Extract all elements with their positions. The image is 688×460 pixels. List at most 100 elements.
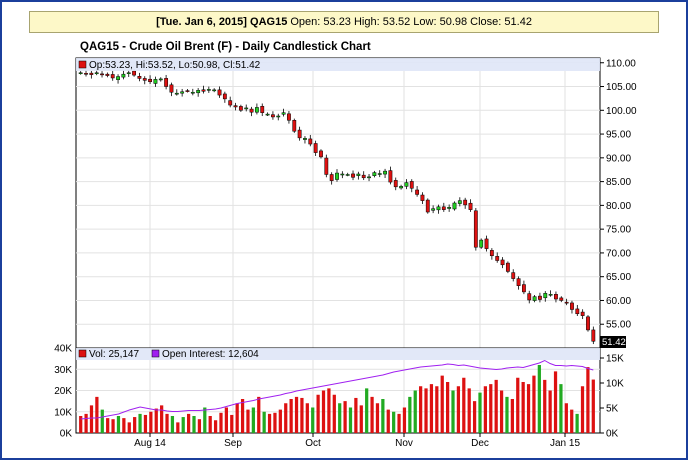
candle: [271, 111, 275, 120]
candle-body: [335, 172, 339, 180]
candle-body: [468, 202, 473, 210]
price-tick-label: 90.00: [606, 153, 631, 164]
candle-body: [441, 206, 446, 210]
price-legend-text: Op:53.23, Hi:53.52, Lo:50.98, Cl:51.42: [89, 60, 261, 71]
volume-bar: [348, 407, 353, 433]
candle: [319, 149, 323, 159]
candle-body: [564, 301, 569, 304]
candle: [201, 85, 206, 94]
volume-bars: [79, 365, 595, 433]
candle-body: [532, 296, 537, 301]
candle: [532, 294, 537, 303]
candle: [393, 177, 398, 191]
candle: [361, 171, 366, 181]
volume-bar: [510, 399, 514, 433]
candle-body: [431, 208, 436, 211]
candle-body: [244, 107, 249, 110]
candle-body: [190, 91, 195, 94]
candle-body: [425, 199, 430, 213]
volume-bar: [208, 416, 212, 433]
candle-body: [580, 311, 585, 316]
candle: [463, 197, 468, 209]
candle-body: [153, 79, 158, 84]
volume-bar: [451, 390, 455, 433]
volume-bar: [489, 384, 493, 433]
volume-bar: [435, 386, 439, 433]
volume-bar: [246, 409, 250, 433]
volume-bar: [564, 403, 568, 433]
volume-bar: [235, 403, 239, 433]
candle-body: [126, 72, 131, 74]
candle-body: [287, 113, 291, 121]
candle-body: [308, 138, 313, 145]
candle: [303, 136, 307, 144]
candle-body: [116, 76, 120, 80]
candle-body: [447, 207, 452, 209]
volume-bar: [257, 396, 261, 433]
candle: [580, 309, 585, 320]
candle: [137, 72, 142, 82]
candle: [265, 112, 270, 117]
candle-body: [228, 100, 233, 106]
candle: [564, 298, 569, 306]
volume-bar: [122, 418, 126, 433]
candle: [308, 134, 313, 147]
volume-bar: [343, 401, 347, 433]
candle-body: [89, 72, 94, 75]
candle: [292, 118, 297, 133]
candle-body: [340, 173, 345, 176]
candle-body: [495, 256, 500, 261]
open-interest-tick-label: 10K: [606, 379, 624, 390]
volume-bar: [230, 414, 234, 433]
volume-bar: [591, 379, 595, 433]
volume-bar: [543, 379, 547, 433]
candle: [473, 207, 478, 251]
volume-bar: [186, 413, 191, 433]
candle-body: [110, 74, 115, 79]
volume-bar: [419, 386, 423, 433]
candle-body: [361, 174, 366, 179]
candle: [212, 88, 217, 93]
candle-body: [351, 173, 355, 178]
volume-bar: [483, 386, 488, 433]
candle-body: [281, 112, 286, 115]
candle-body: [420, 194, 425, 201]
price-tick-label: 95.00: [606, 130, 631, 141]
volume-bar: [548, 390, 552, 433]
volume-bar: [456, 386, 461, 433]
candle-body: [383, 170, 387, 175]
candle-body: [404, 182, 409, 187]
volume-bar: [537, 365, 541, 433]
candle: [468, 199, 473, 212]
candle-body: [174, 92, 179, 95]
candle: [425, 198, 430, 214]
candle-body: [479, 239, 484, 248]
volume-bar: [359, 405, 363, 433]
open-interest-tick-label: 0K: [606, 429, 619, 440]
volume-bar: [143, 414, 148, 433]
candle: [548, 290, 553, 297]
open-interest-legend-swatch: [151, 349, 160, 358]
candle-body: [313, 143, 318, 153]
candle: [142, 76, 147, 85]
volume-bar: [240, 399, 245, 433]
candle-body: [324, 157, 329, 175]
candle: [153, 76, 158, 87]
candle: [126, 69, 131, 77]
volume-bar: [267, 413, 272, 433]
x-tick-label: Jan 15: [550, 438, 580, 449]
candle-body: [217, 89, 222, 96]
volume-bar: [154, 408, 158, 433]
volume-bar: [197, 419, 202, 433]
candle: [287, 111, 291, 124]
candle: [228, 96, 233, 108]
volume-bar: [192, 416, 196, 433]
volume-bar: [84, 413, 88, 433]
volume-bar: [467, 388, 471, 433]
candle-body: [367, 176, 371, 179]
volume-bar: [278, 409, 282, 433]
candle: [169, 82, 174, 97]
price-tick-label: 80.00: [606, 201, 631, 212]
candle-body: [297, 129, 302, 139]
candle-body: [548, 294, 553, 296]
